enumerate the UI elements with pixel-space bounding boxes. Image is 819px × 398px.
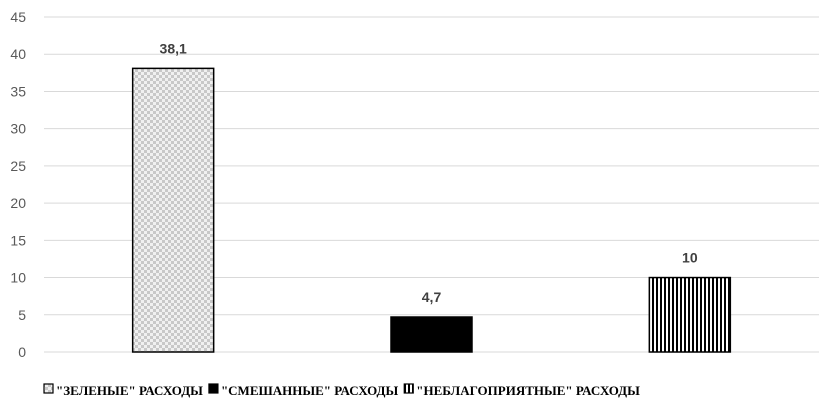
- bar: [390, 316, 473, 353]
- y-tick-label: 45: [10, 9, 26, 25]
- legend-label: "ЗЕЛЕНЫЕ" РАСХОДЫ: [56, 383, 203, 398]
- legend-swatch: [43, 383, 54, 394]
- bar: [648, 276, 732, 353]
- legend-label: "СМЕШАННЫЕ" РАСХОДЫ: [221, 383, 399, 398]
- legend: "ЗЕЛЕНЫЕ" РАСХОДЫ "СМЕШАННЫЕ" РАСХОДЫ "НЕБ…: [43, 383, 640, 398]
- data-label: 38,1: [160, 40, 187, 56]
- data-labels: 38,1 4,7 10: [160, 40, 698, 305]
- y-tick-label: 25: [10, 158, 26, 174]
- y-tick-label: 40: [10, 46, 26, 62]
- y-tick-label: 10: [10, 270, 26, 286]
- y-tick-label: 15: [10, 232, 26, 248]
- y-axis-ticks: 0 5 10 15 20 25 30 35 40 45: [10, 9, 26, 360]
- legend-label: "НЕБЛАГОПРИЯТНЫЕ" РАСХОДЫ: [416, 383, 640, 398]
- y-tick-label: 0: [18, 344, 26, 360]
- y-tick-label: 20: [10, 195, 26, 211]
- y-tick-label: 35: [10, 83, 26, 99]
- y-tick-label: 5: [18, 307, 26, 323]
- data-label: 4,7: [422, 289, 442, 305]
- legend-swatch: [403, 383, 414, 394]
- y-tick-label: 30: [10, 121, 26, 137]
- data-label: 10: [682, 250, 698, 266]
- bars: [131, 67, 732, 353]
- bar: [131, 67, 215, 353]
- legend-swatch: [208, 383, 219, 394]
